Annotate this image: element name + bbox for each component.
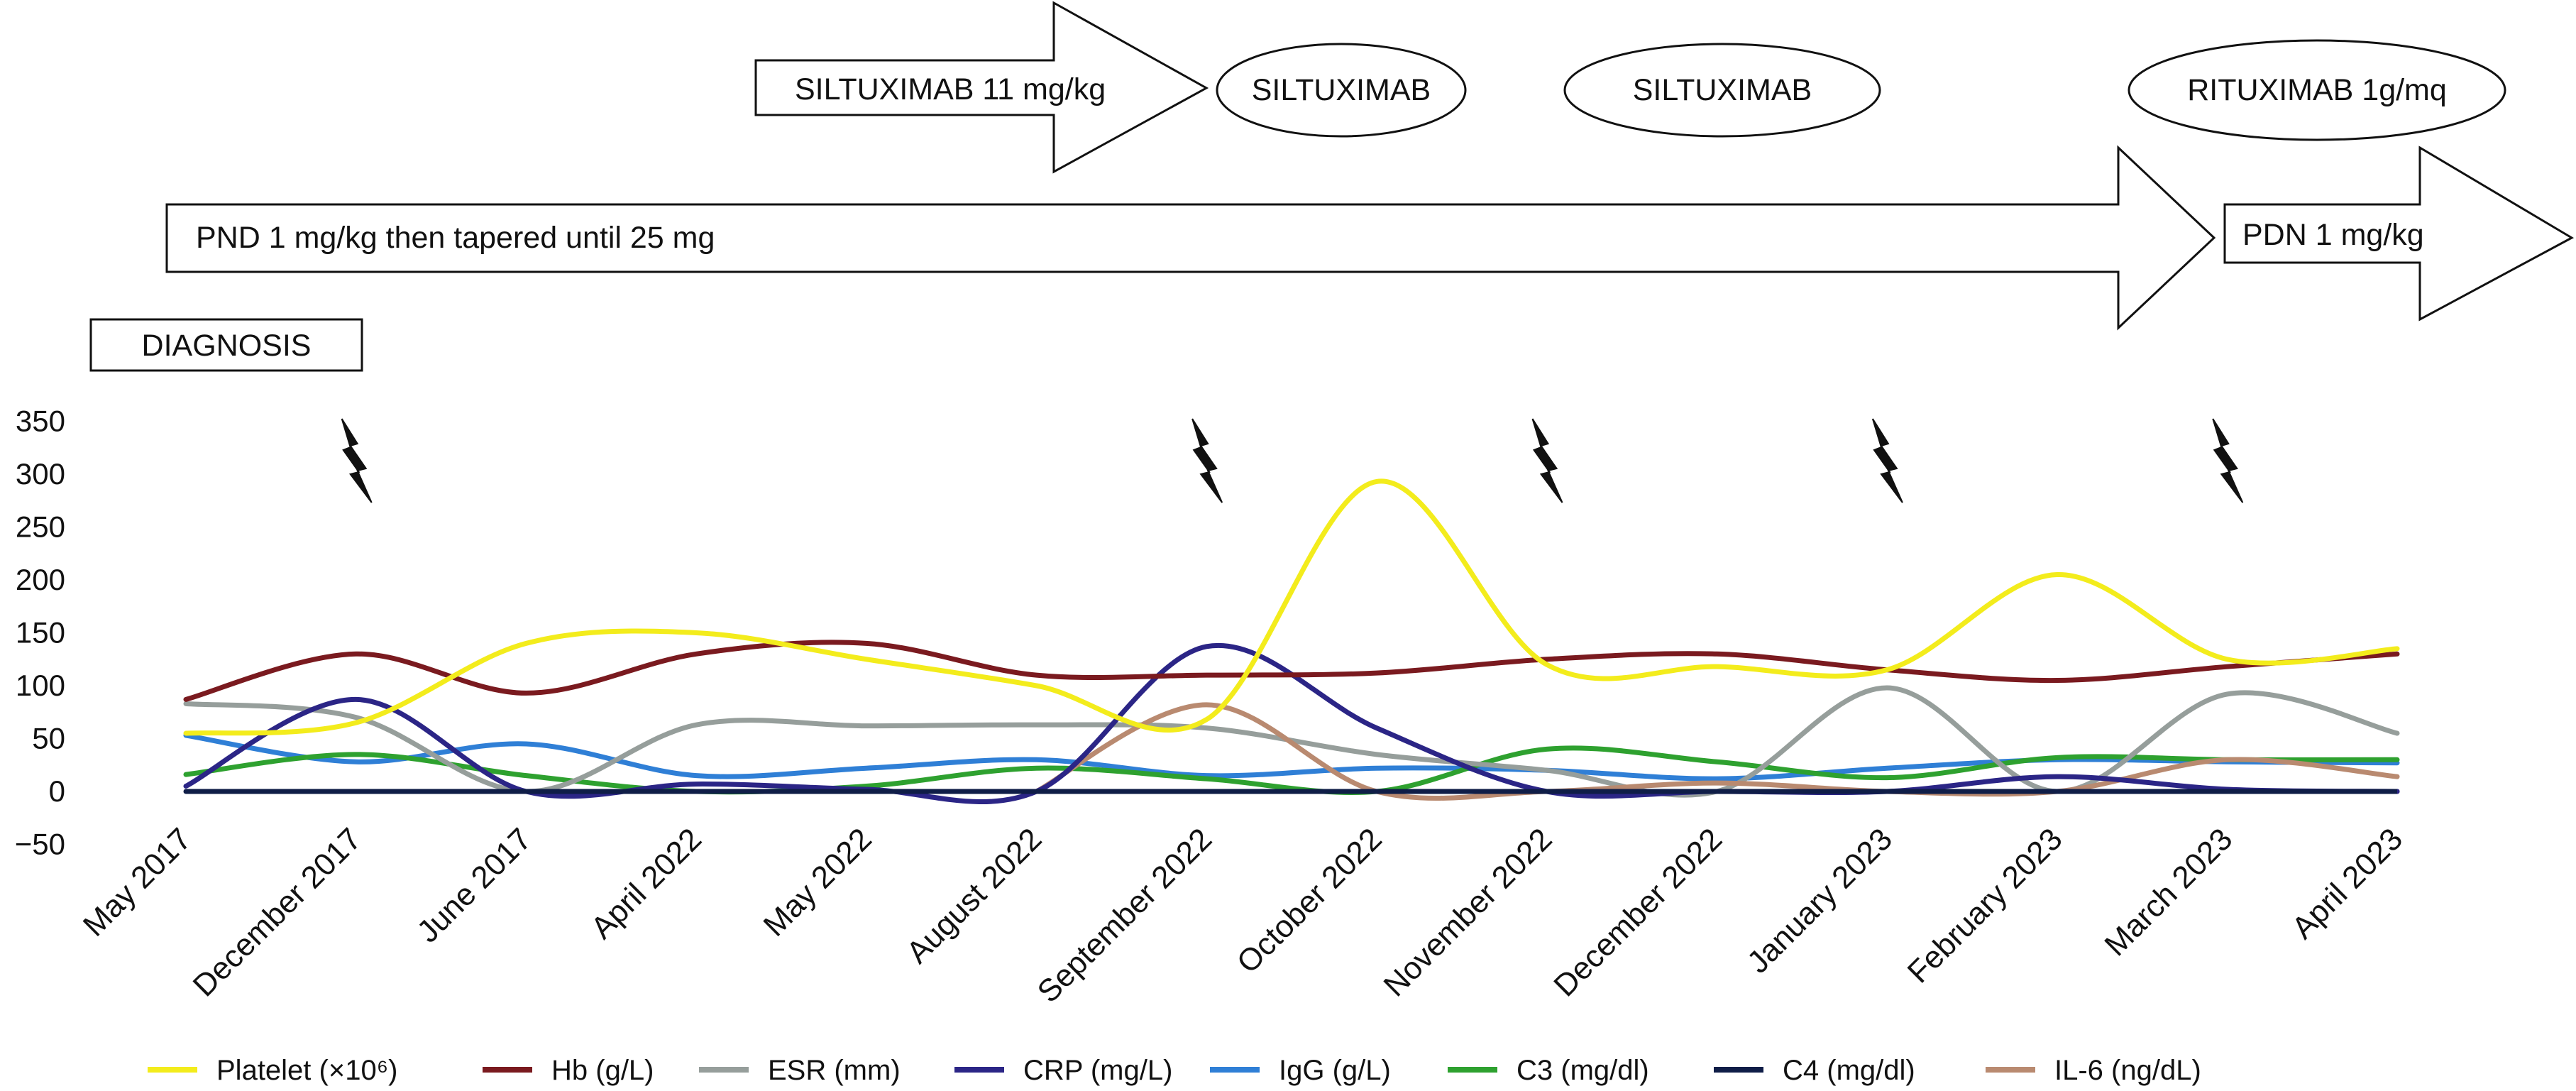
flare-markers bbox=[341, 418, 2244, 503]
diagnosis-label: DIAGNOSIS bbox=[142, 329, 312, 363]
diagnosis-box bbox=[89, 318, 363, 372]
series-layer bbox=[183, 478, 2400, 805]
y-tick-label: −50 bbox=[15, 828, 65, 861]
legend-label-esr: ESR (mm) bbox=[768, 1055, 901, 1086]
x-tick-label: February 2023 bbox=[1901, 821, 2069, 989]
series-line-hb bbox=[183, 640, 2400, 702]
x-tick-label: September 2022 bbox=[1031, 821, 1219, 1009]
x-tick-label: October 2022 bbox=[1231, 821, 1389, 980]
x-tick-label: December 2017 bbox=[187, 821, 368, 1003]
x-tick-label: April 2023 bbox=[2285, 821, 2409, 945]
legend-label-c3: C3 (mg/dl) bbox=[1517, 1055, 1649, 1086]
siltuximab-label-1: SILTUXIMAB bbox=[1252, 73, 1431, 107]
y-tick-label: 250 bbox=[16, 510, 65, 544]
legend-label-platelet: Platelet (×10⁶) bbox=[216, 1055, 398, 1086]
series-line-crp bbox=[183, 642, 2400, 805]
legend: Platelet (×10⁶) Hb (g/L) ESR (mm) CRP (mg/L… bbox=[148, 1055, 2201, 1086]
pdn-label: PDN 1 mg/kg bbox=[2242, 218, 2424, 252]
x-tick-label: April 2022 bbox=[584, 821, 708, 945]
x-tick-label: March 2023 bbox=[2098, 821, 2239, 963]
flare-lightning-icon bbox=[2212, 418, 2244, 503]
legend-label-il6: IL-6 (ng/dL) bbox=[2054, 1055, 2201, 1086]
legend-label-igg: IgG (g/L) bbox=[1279, 1055, 1391, 1086]
flare-lightning-icon bbox=[341, 418, 373, 503]
y-tick-label: 150 bbox=[16, 616, 65, 649]
x-tick-label: December 2022 bbox=[1547, 821, 1729, 1003]
siltuximab-ellipse-1 bbox=[1216, 43, 1467, 138]
treatment-annotations: DIAGNOSIS PND 1 mg/kg then tapered until… bbox=[89, 1, 2575, 372]
x-tick-label: June 2017 bbox=[410, 821, 538, 949]
siltuximab-dose-arrow bbox=[754, 1, 1209, 174]
siltuximab-label-2: SILTUXIMAB bbox=[1633, 73, 1812, 107]
legend-label-c4: C4 (mg/dl) bbox=[1783, 1055, 1915, 1086]
series-line-c3 bbox=[183, 745, 2400, 795]
series-line-platelet bbox=[183, 478, 2400, 736]
x-tick-label: January 2023 bbox=[1741, 821, 1899, 980]
x-tick-label: May 2022 bbox=[757, 821, 879, 943]
y-tick-label: 0 bbox=[49, 774, 65, 808]
x-tick-label: May 2017 bbox=[77, 821, 198, 943]
flare-lightning-icon bbox=[1191, 418, 1223, 503]
rituximab-ellipse bbox=[2128, 39, 2506, 141]
flare-lightning-icon bbox=[1531, 418, 1563, 503]
flare-lightning-icon bbox=[1871, 418, 1903, 503]
legend-label-hb: Hb (g/L) bbox=[551, 1055, 654, 1086]
y-tick-label: 100 bbox=[16, 669, 65, 702]
rituximab-label: RITUXIMAB 1g/mq bbox=[2187, 73, 2447, 107]
pdn-arrow bbox=[2223, 146, 2575, 322]
y-tick-label: 300 bbox=[16, 457, 65, 490]
pnd-arrow bbox=[165, 145, 2216, 331]
y-tick-label: 50 bbox=[32, 722, 65, 755]
pnd-label: PND 1 mg/kg then tapered until 25 mg bbox=[196, 221, 715, 255]
siltuximab-dose-label: SILTUXIMAB 11 mg/kg bbox=[795, 72, 1106, 106]
legend-label-crp: CRP (mg/L) bbox=[1023, 1055, 1172, 1086]
y-tick-label: 350 bbox=[16, 405, 65, 438]
x-tick-label: November 2022 bbox=[1377, 821, 1559, 1003]
x-tick-label: August 2022 bbox=[900, 821, 1048, 970]
series-line-il6 bbox=[1033, 702, 2400, 801]
siltuximab-ellipse-2 bbox=[1563, 43, 1881, 138]
y-axis: −50 0 50 100 150 200 250 300 350 bbox=[15, 405, 65, 861]
y-tick-label: 200 bbox=[16, 563, 65, 596]
